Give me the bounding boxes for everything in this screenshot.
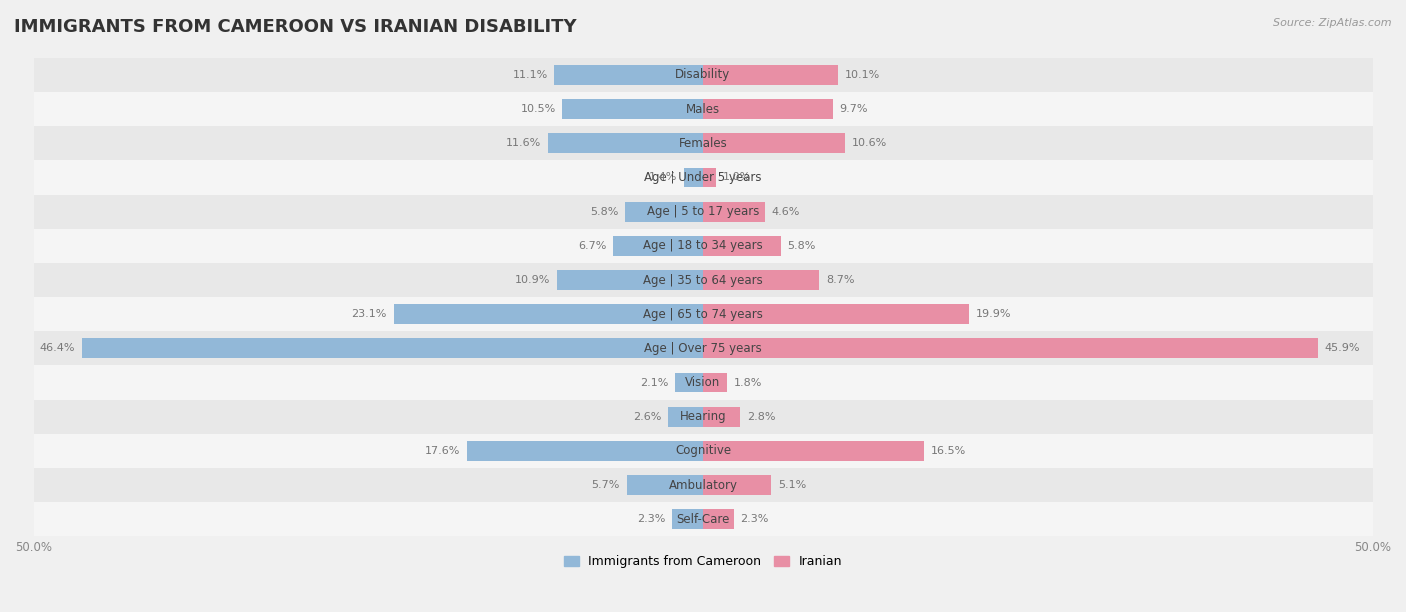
Text: 19.9%: 19.9%: [976, 309, 1012, 319]
Bar: [82, 338, 703, 358]
Bar: [34, 126, 1372, 160]
Bar: [554, 65, 703, 85]
Text: 11.1%: 11.1%: [512, 70, 548, 80]
Text: Age | 5 to 17 years: Age | 5 to 17 years: [647, 205, 759, 218]
Bar: [548, 133, 703, 153]
Text: 17.6%: 17.6%: [425, 446, 461, 456]
Text: 5.8%: 5.8%: [591, 207, 619, 217]
Bar: [703, 407, 741, 427]
Text: Age | Under 5 years: Age | Under 5 years: [644, 171, 762, 184]
Text: 2.8%: 2.8%: [747, 412, 776, 422]
Text: 10.9%: 10.9%: [515, 275, 550, 285]
Text: Age | Over 75 years: Age | Over 75 years: [644, 342, 762, 355]
Text: 5.8%: 5.8%: [787, 241, 815, 251]
Bar: [703, 373, 727, 392]
Bar: [703, 475, 772, 495]
Bar: [626, 202, 703, 222]
Bar: [34, 263, 1372, 297]
Text: 1.8%: 1.8%: [734, 378, 762, 387]
Text: 2.1%: 2.1%: [640, 378, 668, 387]
Bar: [703, 236, 780, 256]
Bar: [467, 441, 703, 461]
Text: Self-Care: Self-Care: [676, 513, 730, 526]
Bar: [627, 475, 703, 495]
Text: Age | 18 to 34 years: Age | 18 to 34 years: [643, 239, 763, 252]
Bar: [703, 202, 765, 222]
Text: 2.3%: 2.3%: [637, 514, 665, 524]
Text: 45.9%: 45.9%: [1324, 343, 1360, 353]
Text: IMMIGRANTS FROM CAMEROON VS IRANIAN DISABILITY: IMMIGRANTS FROM CAMEROON VS IRANIAN DISA…: [14, 18, 576, 36]
Bar: [703, 270, 820, 290]
Text: Age | 35 to 64 years: Age | 35 to 64 years: [643, 274, 763, 286]
Text: 10.6%: 10.6%: [852, 138, 887, 148]
Text: Source: ZipAtlas.com: Source: ZipAtlas.com: [1274, 18, 1392, 28]
Text: Hearing: Hearing: [679, 410, 727, 424]
Bar: [34, 92, 1372, 126]
Text: Age | 65 to 74 years: Age | 65 to 74 years: [643, 308, 763, 321]
Bar: [703, 509, 734, 529]
Bar: [34, 400, 1372, 434]
Text: 2.3%: 2.3%: [741, 514, 769, 524]
Bar: [703, 338, 1317, 358]
Text: Cognitive: Cognitive: [675, 444, 731, 457]
Bar: [562, 99, 703, 119]
Bar: [34, 331, 1372, 365]
Bar: [703, 133, 845, 153]
Bar: [34, 365, 1372, 400]
Bar: [34, 58, 1372, 92]
Text: 5.7%: 5.7%: [592, 480, 620, 490]
Bar: [34, 502, 1372, 536]
Text: 1.4%: 1.4%: [650, 173, 678, 182]
Bar: [34, 160, 1372, 195]
Bar: [557, 270, 703, 290]
Text: 9.7%: 9.7%: [839, 104, 868, 114]
Text: Disability: Disability: [675, 69, 731, 81]
Bar: [703, 168, 717, 187]
Bar: [703, 441, 924, 461]
Bar: [34, 195, 1372, 229]
Text: 2.6%: 2.6%: [633, 412, 661, 422]
Bar: [703, 99, 832, 119]
Bar: [34, 229, 1372, 263]
Bar: [34, 434, 1372, 468]
Bar: [394, 304, 703, 324]
Text: 16.5%: 16.5%: [931, 446, 966, 456]
Text: 4.6%: 4.6%: [772, 207, 800, 217]
Text: Males: Males: [686, 103, 720, 116]
Bar: [675, 373, 703, 392]
Bar: [703, 65, 838, 85]
Text: 6.7%: 6.7%: [578, 241, 606, 251]
Bar: [668, 407, 703, 427]
Bar: [613, 236, 703, 256]
Bar: [703, 304, 970, 324]
Text: Females: Females: [679, 137, 727, 150]
Text: 5.1%: 5.1%: [778, 480, 806, 490]
Text: 11.6%: 11.6%: [506, 138, 541, 148]
Text: 1.0%: 1.0%: [723, 173, 751, 182]
Text: 10.5%: 10.5%: [520, 104, 555, 114]
Bar: [672, 509, 703, 529]
Bar: [34, 297, 1372, 331]
Text: 46.4%: 46.4%: [39, 343, 75, 353]
Text: 8.7%: 8.7%: [827, 275, 855, 285]
Text: Vision: Vision: [685, 376, 721, 389]
Bar: [34, 468, 1372, 502]
Bar: [685, 168, 703, 187]
Text: 23.1%: 23.1%: [352, 309, 387, 319]
Text: 10.1%: 10.1%: [845, 70, 880, 80]
Text: Ambulatory: Ambulatory: [668, 479, 738, 491]
Legend: Immigrants from Cameroon, Iranian: Immigrants from Cameroon, Iranian: [558, 550, 848, 573]
